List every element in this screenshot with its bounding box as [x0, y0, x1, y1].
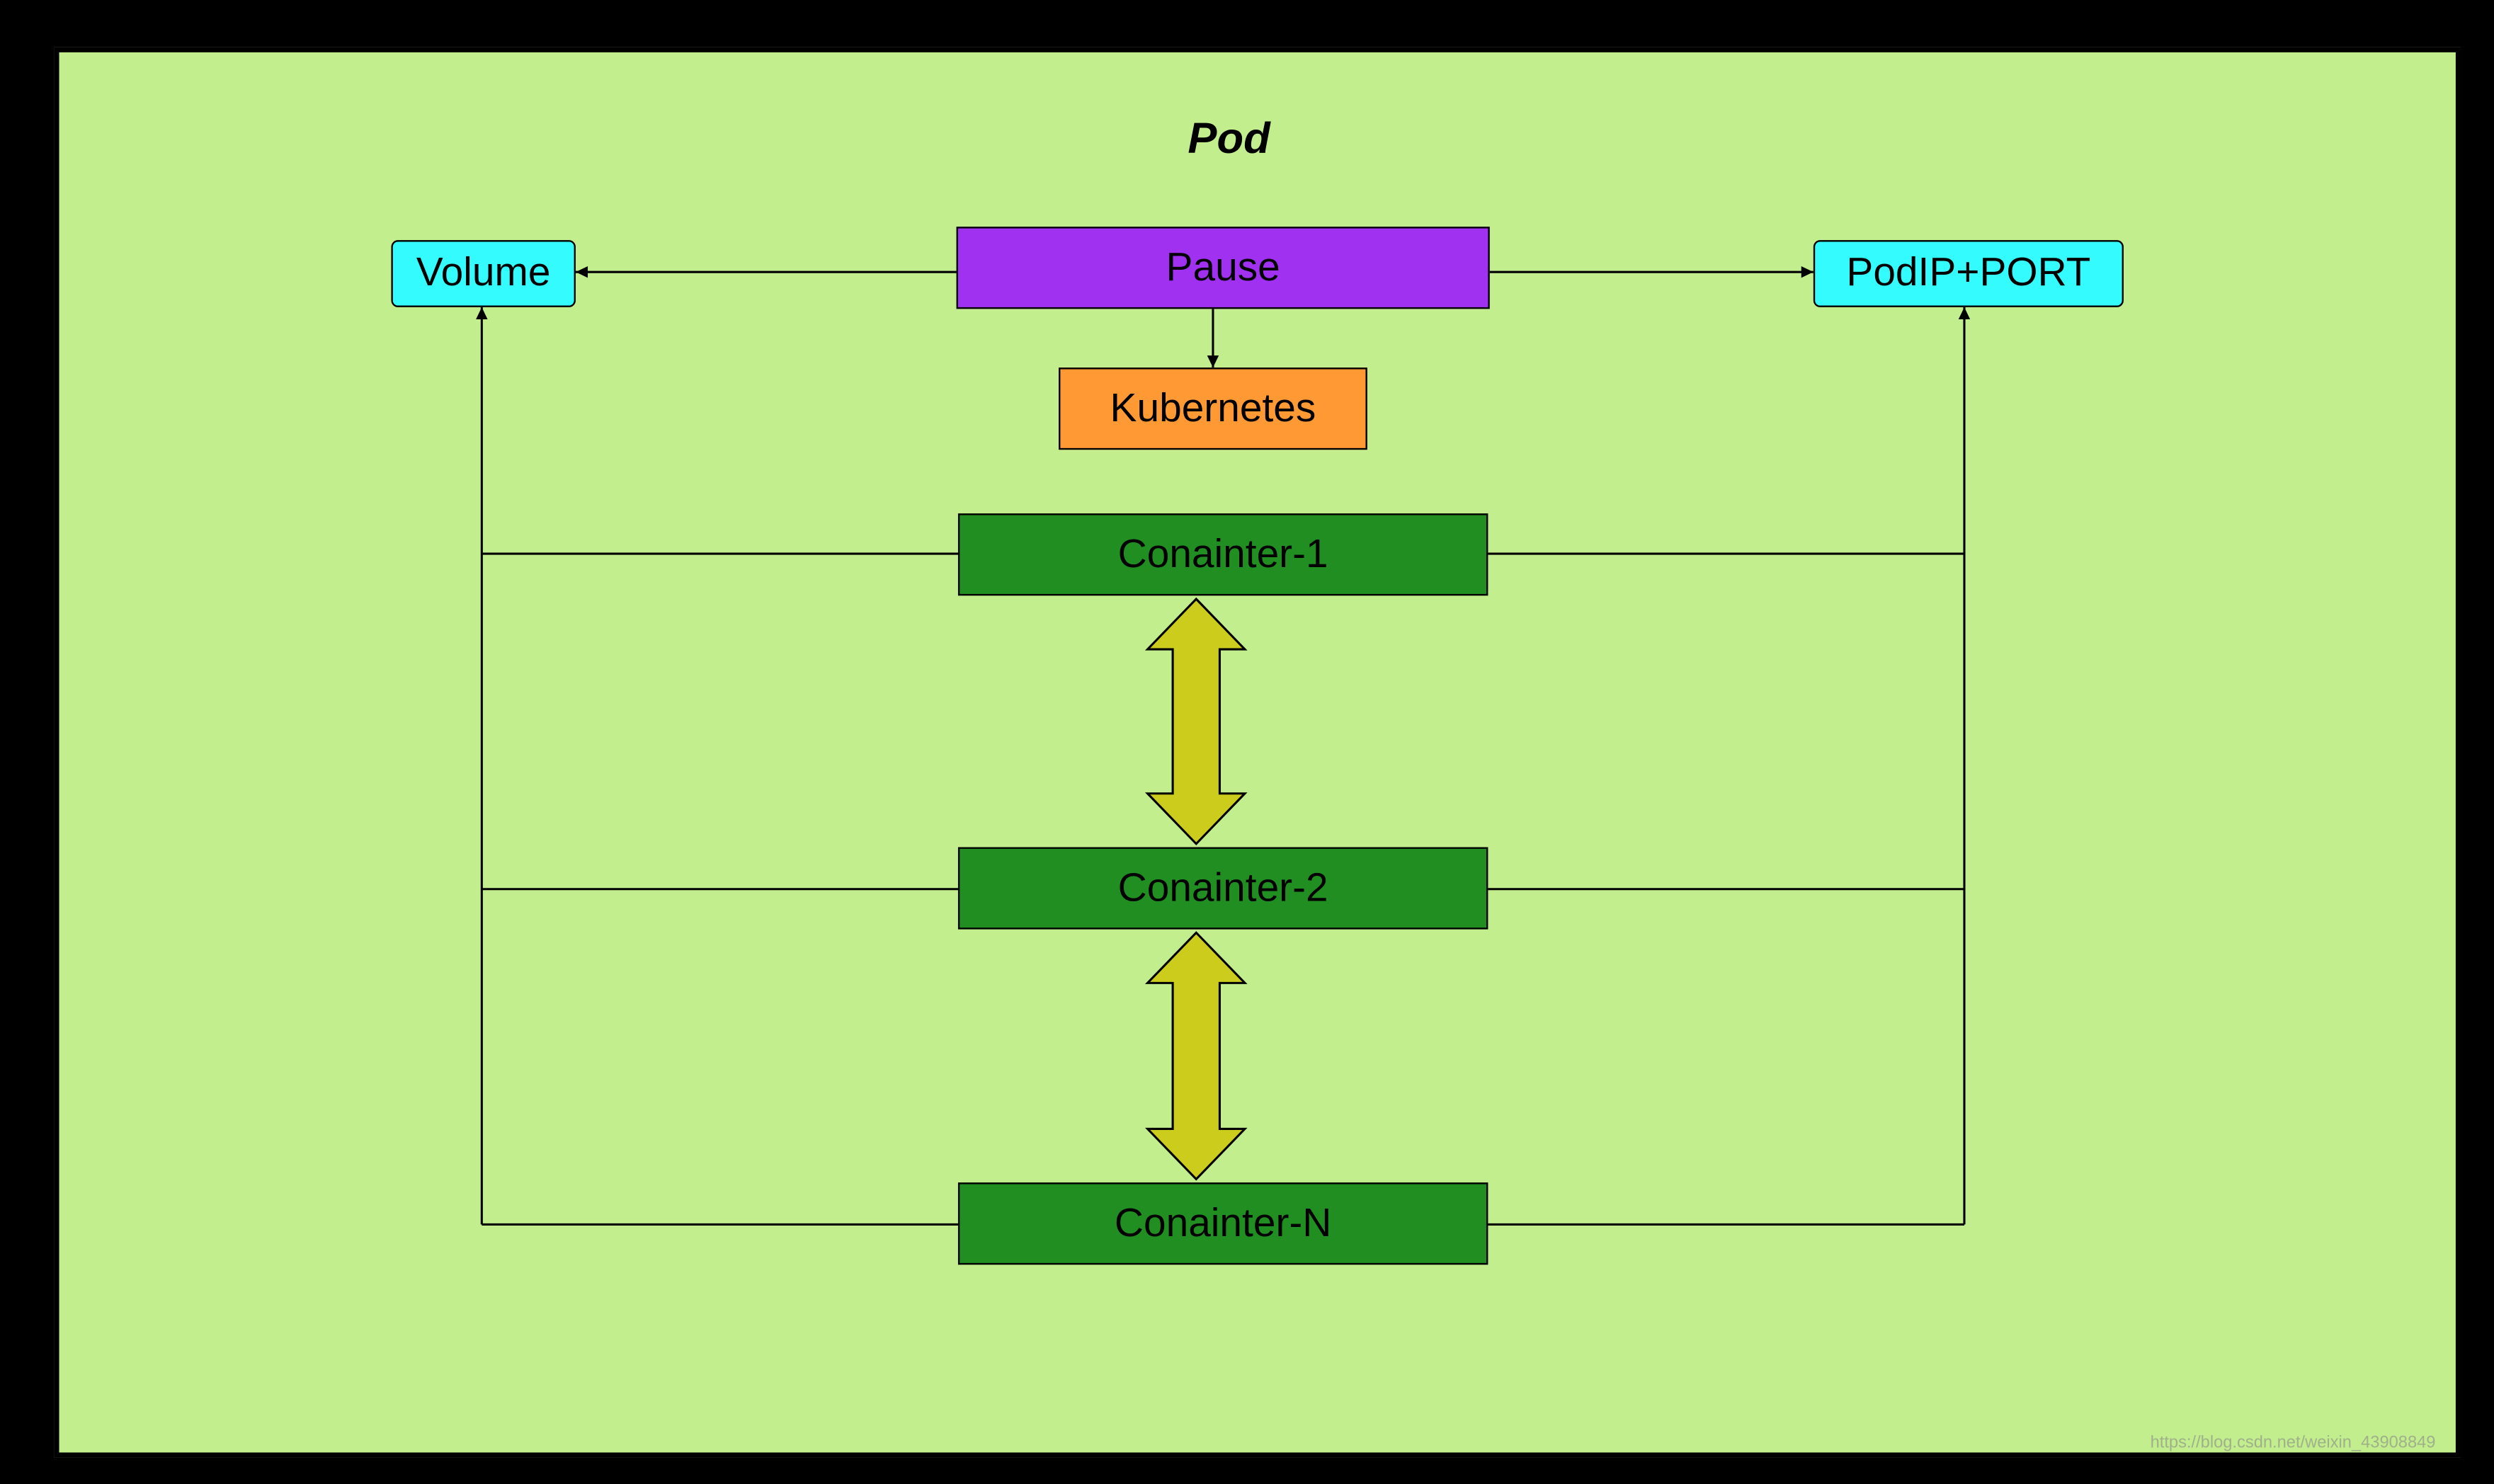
node-volume-label: Volume	[416, 250, 550, 297]
diagram-title: Pod	[1188, 113, 1270, 164]
node-podip-label: PodIP+PORT	[1846, 250, 2090, 297]
node-volume: Volume	[391, 240, 576, 307]
node-pause-label: Pause	[1166, 244, 1280, 291]
node-c2-label: Conainter-2	[1117, 864, 1328, 911]
node-c1-label: Conainter-1	[1117, 531, 1328, 578]
node-cn: Conainter-N	[957, 1182, 1487, 1265]
node-c2: Conainter-2	[957, 847, 1487, 929]
node-c1: Conainter-1	[957, 513, 1487, 595]
watermark-text: https://blog.csdn.net/weixin_43908849	[2150, 1434, 2435, 1452]
node-podip: PodIP+PORT	[1813, 240, 2123, 307]
node-cn-label: Conainter-N	[1114, 1200, 1331, 1247]
node-k8s-label: Kubernetes	[1110, 385, 1316, 432]
node-pause: Pause	[956, 227, 1489, 309]
diagram-outer: Pod https://blog.csdn.net/weixin_4390884…	[17, 10, 2477, 1474]
node-k8s: Kubernetes	[1059, 367, 1367, 450]
